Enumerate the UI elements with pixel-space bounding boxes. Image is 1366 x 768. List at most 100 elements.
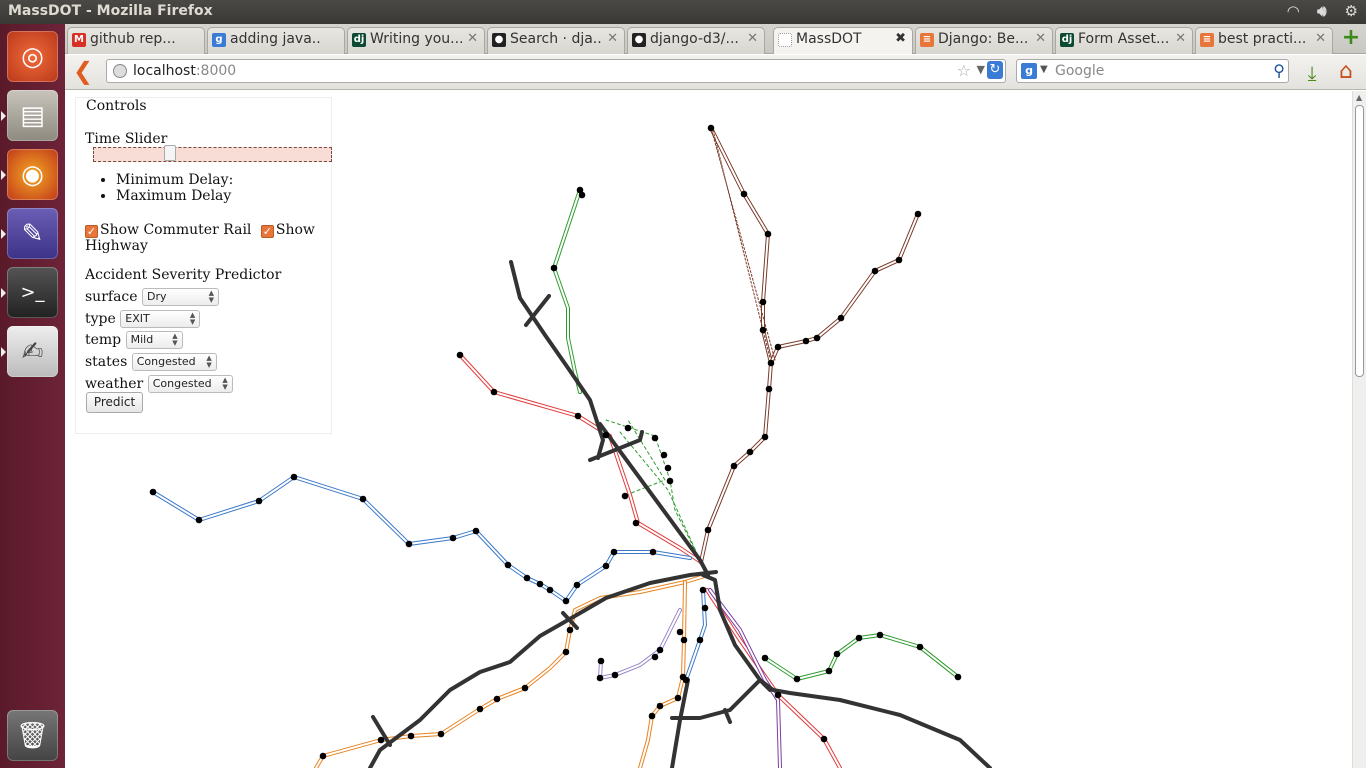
station-dot[interactable] bbox=[576, 186, 584, 194]
station-dot[interactable] bbox=[536, 580, 544, 588]
time-slider-handle[interactable] bbox=[164, 145, 176, 161]
bookmark-star-icon[interactable]: ☆ bbox=[956, 61, 971, 80]
station-dot[interactable] bbox=[602, 431, 610, 439]
downloads-button[interactable]: ⤓ bbox=[1299, 61, 1325, 85]
station-dot[interactable] bbox=[255, 497, 263, 505]
station-dot[interactable] bbox=[578, 191, 586, 199]
station-dot[interactable] bbox=[820, 735, 828, 743]
station-dot[interactable] bbox=[825, 667, 833, 675]
tab-search-django[interactable]: ● Search · dja... ✕ bbox=[487, 27, 625, 54]
station-dot[interactable] bbox=[472, 527, 480, 535]
station-dot[interactable] bbox=[679, 673, 687, 681]
engine-dropdown-icon[interactable]: ▼ bbox=[1040, 64, 1048, 75]
station-dot[interactable] bbox=[493, 695, 501, 703]
type-select[interactable]: EXIT ▲ ▼ bbox=[120, 310, 201, 328]
station-dot[interactable] bbox=[377, 736, 385, 744]
station-dot[interactable] bbox=[674, 694, 682, 702]
show-commuter-rail-checkbox[interactable]: ✓ bbox=[85, 225, 98, 238]
close-tab-icon[interactable]: ✕ bbox=[747, 31, 758, 46]
station-dot[interactable] bbox=[562, 648, 570, 656]
station-dot[interactable] bbox=[523, 574, 531, 582]
station-dot[interactable] bbox=[656, 646, 664, 654]
station-dot[interactable] bbox=[648, 712, 656, 720]
volume-icon[interactable]: 🔊︎ bbox=[1317, 2, 1327, 20]
station-dot[interactable] bbox=[876, 631, 884, 639]
history-dropdown-icon[interactable]: ▼ bbox=[976, 63, 985, 76]
station-dot[interactable] bbox=[793, 675, 801, 683]
home-button[interactable]: ⌂ bbox=[1333, 59, 1359, 85]
station-dot[interactable] bbox=[562, 597, 570, 605]
station-dot[interactable] bbox=[290, 473, 298, 481]
station-dot[interactable] bbox=[954, 673, 962, 681]
station-dot[interactable] bbox=[456, 351, 464, 359]
tab-django-be[interactable]: ≡ Django: Be... ✕ bbox=[915, 27, 1053, 54]
station-dot[interactable] bbox=[680, 636, 688, 644]
station-dot[interactable] bbox=[699, 586, 707, 594]
station-dot[interactable] bbox=[833, 650, 841, 658]
close-tab-icon[interactable]: ✖ bbox=[895, 31, 906, 46]
time-slider[interactable] bbox=[93, 145, 332, 162]
station-dot[interactable] bbox=[759, 298, 767, 306]
station-dot[interactable] bbox=[624, 424, 632, 432]
station-dot[interactable] bbox=[895, 256, 903, 264]
station-dot[interactable] bbox=[359, 495, 367, 503]
wifi-icon[interactable]: ◠ bbox=[1287, 2, 1300, 20]
station-dot[interactable] bbox=[802, 337, 810, 345]
station-dot[interactable] bbox=[504, 561, 512, 569]
station-dot[interactable] bbox=[707, 124, 715, 132]
surface-select[interactable]: Dry ▲ ▼ bbox=[142, 288, 220, 306]
station-dot[interactable] bbox=[319, 752, 327, 760]
station-dot[interactable] bbox=[632, 519, 640, 527]
station-dot[interactable] bbox=[855, 634, 863, 642]
station-dot[interactable] bbox=[610, 548, 618, 556]
station-dot[interactable] bbox=[596, 674, 604, 682]
station-dot[interactable] bbox=[914, 210, 922, 218]
search-icon[interactable]: ⚲ bbox=[1273, 61, 1285, 80]
station-dot[interactable] bbox=[813, 334, 821, 342]
search-bar[interactable]: g ▼ Google ⚲ bbox=[1016, 59, 1289, 83]
tab-django-d3[interactable]: ● django-d3/... ✕ bbox=[627, 27, 765, 54]
close-tab-icon[interactable]: ✕ bbox=[1175, 31, 1186, 46]
ubuntu-dash-button[interactable]: ◎ bbox=[7, 31, 58, 82]
station-dot[interactable] bbox=[746, 448, 754, 456]
show-highway-checkbox[interactable]: ✓ bbox=[260, 225, 274, 238]
station-dot[interactable] bbox=[774, 691, 782, 699]
station-dot[interactable] bbox=[676, 628, 684, 636]
station-dot[interactable] bbox=[621, 492, 629, 500]
station-dot[interactable] bbox=[574, 412, 582, 420]
station-dot[interactable] bbox=[566, 626, 574, 634]
close-tab-icon[interactable]: ✕ bbox=[607, 31, 618, 46]
station-dot[interactable] bbox=[490, 388, 498, 396]
station-dot[interactable] bbox=[664, 464, 672, 472]
scroll-up-icon[interactable]: ▲ bbox=[1356, 93, 1363, 102]
station-dot[interactable] bbox=[573, 581, 581, 589]
station-dot[interactable] bbox=[597, 657, 605, 665]
station-dot[interactable] bbox=[871, 267, 879, 275]
station-dot[interactable] bbox=[611, 671, 619, 679]
google-engine-icon[interactable]: g bbox=[1021, 63, 1037, 79]
settings-gear-icon[interactable]: ⚙ bbox=[1344, 2, 1358, 20]
new-tab-button[interactable]: + bbox=[1341, 27, 1361, 49]
station-dot[interactable] bbox=[767, 359, 775, 367]
station-dot[interactable] bbox=[476, 705, 484, 713]
station-dot[interactable] bbox=[149, 488, 157, 496]
tab-form-asset[interactable]: dj Form Asset... ✕ bbox=[1055, 27, 1193, 54]
files-button[interactable]: ▤ bbox=[1, 90, 58, 141]
station-dot[interactable] bbox=[761, 654, 769, 662]
terminal-button[interactable]: >_ bbox=[1, 267, 58, 318]
station-dot[interactable] bbox=[405, 540, 413, 548]
reload-icon[interactable]: ↻ bbox=[987, 61, 1003, 79]
station-dot[interactable] bbox=[764, 230, 772, 238]
station-dot[interactable] bbox=[837, 314, 845, 322]
station-dot[interactable] bbox=[656, 702, 664, 710]
transit-map[interactable] bbox=[65, 91, 1352, 768]
station-dot[interactable] bbox=[521, 684, 529, 692]
tab-best-practi[interactable]: ≡ best practi... ✕ bbox=[1195, 27, 1333, 54]
eclipse-button[interactable]: ✎ bbox=[1, 208, 58, 259]
station-dot[interactable] bbox=[550, 264, 558, 272]
close-tab-icon[interactable]: ✕ bbox=[1315, 31, 1326, 46]
page-scrollbar[interactable]: ▲ bbox=[1352, 91, 1366, 768]
station-dot[interactable] bbox=[765, 385, 773, 393]
station-dot[interactable] bbox=[546, 586, 554, 594]
